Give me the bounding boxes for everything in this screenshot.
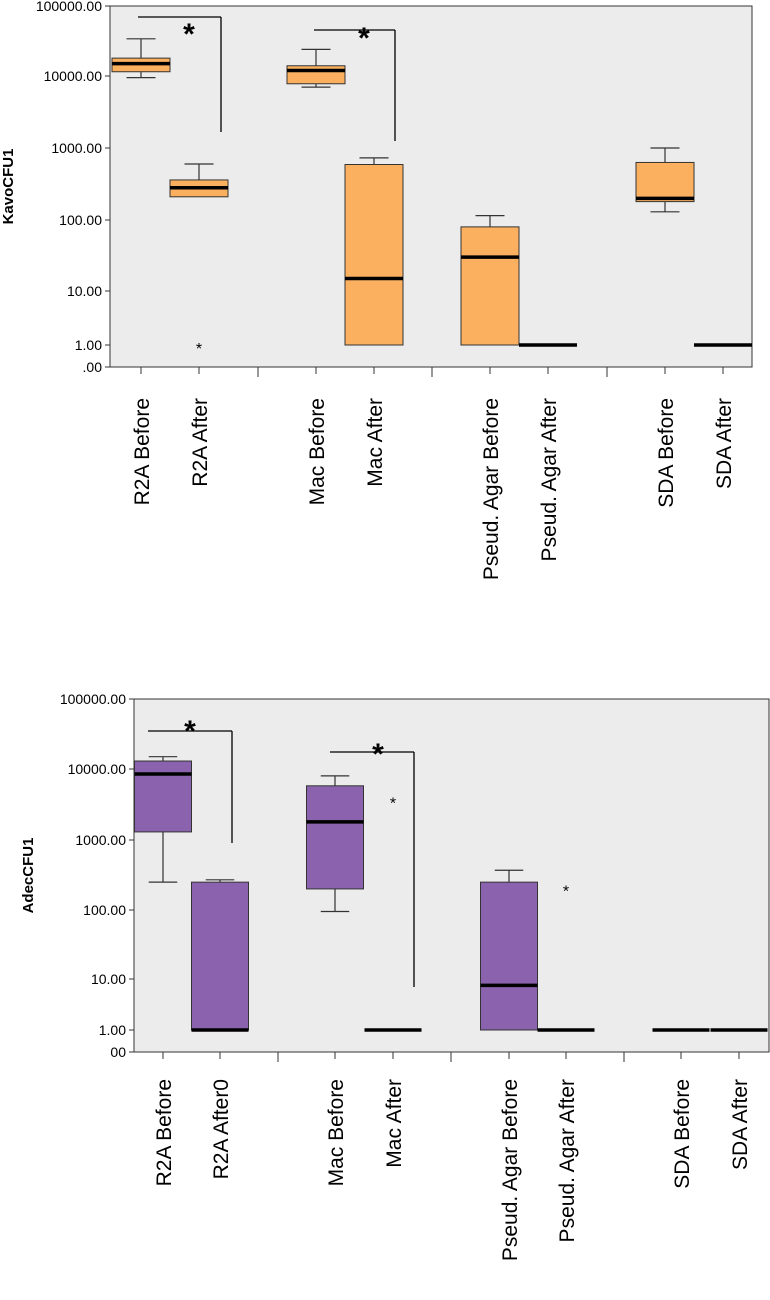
box-2 [191,879,249,1032]
y-axis-label: AdecCFU1 [20,838,37,914]
category-label: R2A After0 [210,1079,233,1179]
y-tick-label: 10.00 [91,971,126,987]
category-label: Pseud. Agar Before [480,398,503,580]
y-tick-label: 10.00 [67,283,102,299]
significance-star: * [358,22,370,55]
iqr-box [635,161,695,203]
y-tick-label: 100000.00 [60,691,126,707]
category-label: Mac Before [325,1079,348,1186]
chart-panel-1: 100000.00 10000.00 1000.00 100.00 10.00 1.00.… [0,0,753,580]
category-label: Mac After [364,398,387,487]
significance-star: * [183,18,195,51]
iqr-box [344,163,404,346]
box-2 [169,163,229,198]
category-label: SDA After [729,1079,752,1170]
box-5 [480,869,538,1031]
y-axis-label: KavoCFU1 [0,149,17,225]
iqr-box [191,881,249,1031]
y-tick-label: 100.00 [83,902,126,918]
category-label: Mac Before [306,398,329,505]
chart-panel-2: 100000.00 10000.00 1000.00 100.00 10.00 1.00 0… [20,691,770,1261]
outlier-marker: * [196,341,202,358]
category-label: Pseud. Agar After [556,1079,579,1242]
box-3 [286,48,346,88]
category-label: Pseud. Agar Before [499,1079,522,1261]
iqr-box [306,785,364,890]
box-1 [111,38,171,79]
y-tick-label: 1000.00 [51,140,102,156]
y-tick-label: 100.00 [59,212,102,228]
category-label: Pseud. Agar After [538,398,561,561]
iqr-box [286,65,346,85]
iqr-box [480,881,538,1031]
category-label: SDA Before [655,398,678,508]
y-tick-label: 1000.00 [75,832,126,848]
category-label: R2A Before [153,1079,176,1186]
y-tick-label: 100000.00 [36,0,102,14]
category-label: R2A Before [131,398,154,505]
y-tick-label: 1.00 [75,337,102,353]
box-1 [134,756,192,883]
y-tick-label: 10000.00 [44,68,103,84]
y-tick-label: 1.00 [99,1022,126,1038]
category-label: R2A After [189,398,212,487]
box-5 [460,215,520,346]
outlier-marker: * [390,796,396,813]
significance-star: * [184,715,196,748]
y-tick-label: .00 [83,359,103,375]
box-4 [344,157,404,346]
box-7 [635,147,695,213]
category-label: SDA After [713,398,736,489]
iqr-box [460,226,520,346]
significance-star: * [372,738,384,771]
category-label: Mac After [383,1079,406,1168]
outlier-marker: * [563,883,569,900]
box-3 [306,775,364,913]
y-tick-label: 10000.00 [68,761,127,777]
category-label: SDA Before [671,1079,694,1189]
y-tick-label: 00 [110,1044,126,1060]
iqr-box [134,760,192,833]
